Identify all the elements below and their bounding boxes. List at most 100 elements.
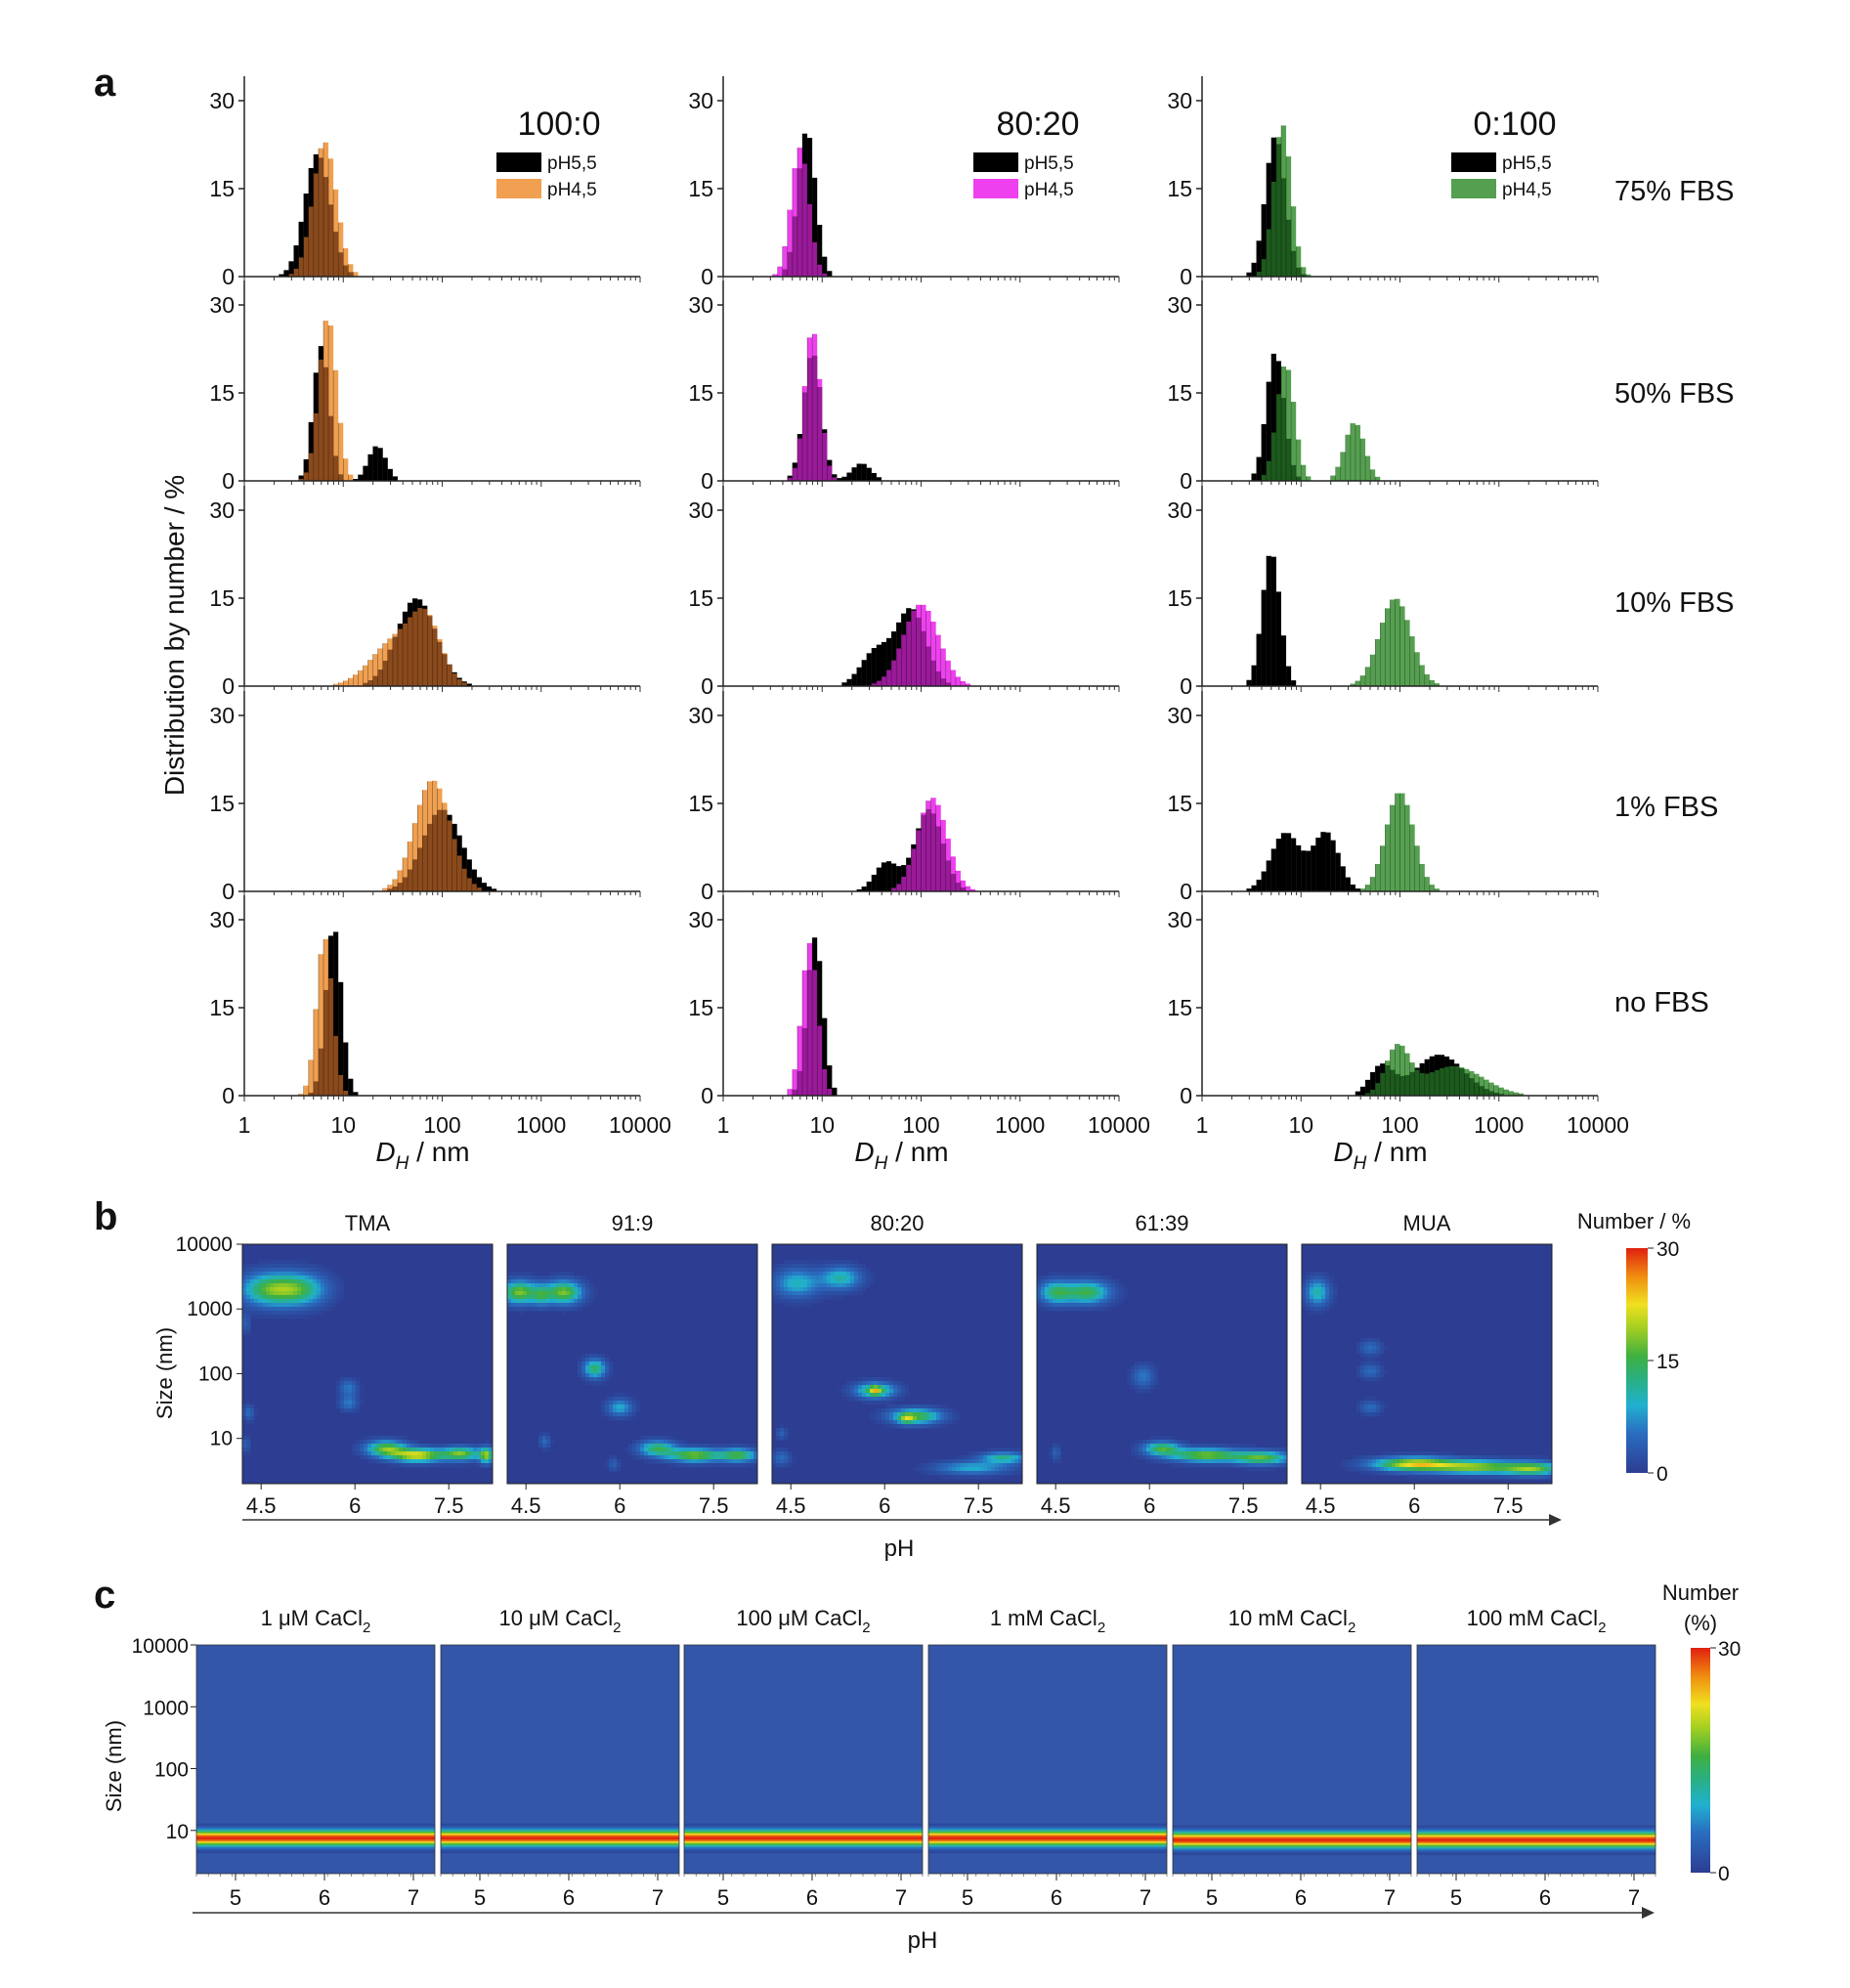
bar-overlap bbox=[1281, 178, 1287, 277]
heat-cell bbox=[585, 1303, 590, 1308]
heat-cell bbox=[515, 1287, 520, 1292]
band-strip bbox=[441, 1837, 679, 1840]
heat-cell bbox=[266, 1268, 271, 1273]
bar-overlap bbox=[1434, 1070, 1440, 1096]
panel-label-a: a bbox=[94, 62, 116, 105]
heat-cell bbox=[542, 1307, 547, 1312]
heat-cell bbox=[703, 1444, 708, 1448]
heat-cell bbox=[968, 1471, 972, 1476]
heat-cell bbox=[270, 1291, 275, 1296]
heat-cell bbox=[885, 1385, 890, 1390]
heat-cell bbox=[854, 1260, 859, 1265]
heat-cell bbox=[538, 1287, 543, 1292]
heat-cell bbox=[309, 1264, 314, 1269]
heat-cell bbox=[1018, 1451, 1023, 1456]
heat-cell bbox=[1384, 1455, 1389, 1460]
heat-cell bbox=[356, 1377, 361, 1382]
heat-cell bbox=[1225, 1463, 1229, 1468]
heat-cell bbox=[321, 1264, 325, 1269]
heat-cell bbox=[246, 1268, 251, 1273]
bar-pH5-5 bbox=[283, 270, 289, 277]
heat-cell bbox=[983, 1467, 988, 1472]
heat-cell bbox=[250, 1405, 255, 1409]
heat-cell bbox=[1333, 1299, 1338, 1304]
heat-cell bbox=[371, 1459, 376, 1464]
heat-cell bbox=[1103, 1287, 1108, 1292]
heat-cell bbox=[1423, 1455, 1428, 1460]
heat-cell bbox=[313, 1272, 318, 1276]
heatmap-title-subscript: 2 bbox=[613, 1620, 621, 1636]
heat-cell bbox=[1084, 1295, 1089, 1300]
heat-cell bbox=[1313, 1287, 1318, 1292]
heat-cell bbox=[1268, 1451, 1272, 1456]
heat-cell bbox=[815, 1272, 820, 1276]
heat-cell bbox=[944, 1412, 949, 1417]
heat-cell bbox=[1439, 1463, 1443, 1468]
heat-cell bbox=[1205, 1444, 1210, 1448]
heat-cell bbox=[336, 1401, 341, 1405]
heat-cell bbox=[1115, 1279, 1120, 1284]
heat-cell bbox=[589, 1295, 594, 1300]
heat-cell bbox=[839, 1291, 843, 1296]
heat-cell bbox=[1139, 1365, 1143, 1370]
heat-cell bbox=[819, 1295, 824, 1300]
heat-cell bbox=[1115, 1303, 1120, 1308]
heat-cell bbox=[1360, 1412, 1365, 1417]
heat-cell bbox=[792, 1283, 796, 1288]
heat-cell bbox=[679, 1463, 684, 1468]
heat-cell bbox=[418, 1448, 423, 1452]
heat-cell bbox=[387, 1455, 392, 1460]
heat-cell bbox=[481, 1455, 486, 1460]
heat-cell bbox=[1482, 1463, 1486, 1468]
row-label-1-fbs: 1% FBS bbox=[1614, 792, 1718, 823]
heat-cell bbox=[1372, 1408, 1377, 1413]
heat-cell bbox=[784, 1448, 789, 1452]
heat-cell bbox=[636, 1408, 641, 1413]
heat-cell bbox=[936, 1416, 941, 1421]
heat-cell bbox=[278, 1291, 282, 1296]
bar-pH5-5 bbox=[891, 631, 897, 686]
heat-cell bbox=[823, 1264, 828, 1269]
heat-cell bbox=[418, 1455, 423, 1460]
heat-cell bbox=[254, 1287, 259, 1292]
heat-cell bbox=[1127, 1381, 1132, 1386]
heat-cell bbox=[1170, 1444, 1175, 1448]
heat-cell bbox=[1099, 1279, 1104, 1284]
heat-cell bbox=[383, 1444, 388, 1448]
heat-cell bbox=[336, 1381, 341, 1386]
bar-overlap bbox=[1464, 1073, 1470, 1096]
heat-cell bbox=[438, 1451, 443, 1456]
heat-cell bbox=[862, 1287, 867, 1292]
heat-cell bbox=[578, 1299, 582, 1304]
heat-cell bbox=[799, 1283, 804, 1288]
heat-cell bbox=[1306, 1303, 1311, 1308]
heat-cell bbox=[1135, 1389, 1140, 1394]
heat-cell bbox=[574, 1307, 579, 1312]
heat-cell bbox=[932, 1467, 937, 1472]
heat-cell bbox=[266, 1275, 271, 1280]
heat-cell bbox=[971, 1459, 976, 1464]
band-strip bbox=[441, 1825, 679, 1829]
legend-label: pH4,5 bbox=[1024, 180, 1074, 200]
heat-cell bbox=[1154, 1459, 1159, 1464]
heat-cell bbox=[1166, 1436, 1171, 1441]
heat-cell bbox=[687, 1455, 692, 1460]
heat-cell bbox=[792, 1459, 796, 1464]
bar-pH5-5 bbox=[1340, 866, 1346, 891]
heat-cell bbox=[866, 1279, 871, 1284]
heat-cell bbox=[628, 1405, 633, 1409]
heat-cell bbox=[936, 1424, 941, 1429]
bar-overlap bbox=[318, 157, 323, 277]
heat-cell bbox=[866, 1385, 871, 1390]
heat-cell bbox=[383, 1440, 388, 1445]
heat-cell bbox=[1329, 1279, 1334, 1284]
heat-cell bbox=[546, 1283, 551, 1288]
x-tick-label: 6 bbox=[806, 1885, 818, 1910]
heat-cell bbox=[1135, 1361, 1140, 1366]
heat-cell bbox=[1356, 1350, 1361, 1355]
band-strip bbox=[684, 1831, 923, 1835]
heat-cell bbox=[446, 1444, 451, 1448]
